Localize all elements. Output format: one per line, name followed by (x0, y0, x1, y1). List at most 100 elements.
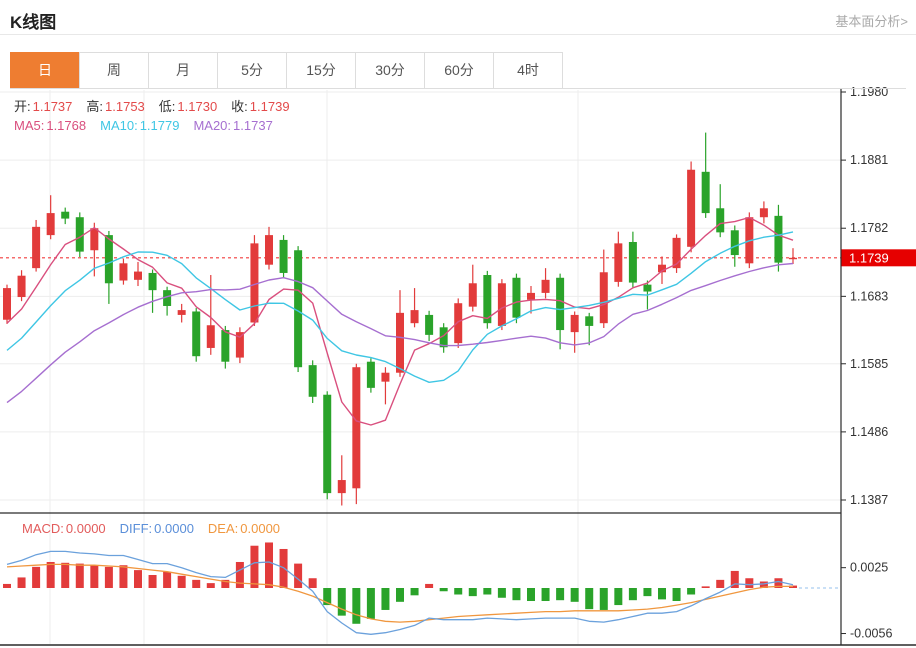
tab-period-0[interactable]: 日 (10, 52, 80, 89)
macd-tick-label: -0.0056 (850, 627, 892, 641)
candle-body (32, 226, 41, 269)
price-tick-label: 1.1585 (850, 357, 888, 371)
candle-body (614, 243, 623, 282)
candle-body (759, 208, 768, 218)
candle-body (148, 272, 157, 291)
candle-body (439, 327, 448, 348)
candle-body (3, 288, 11, 320)
macd-bar (527, 588, 535, 602)
ma10-line (6, 231, 794, 383)
macd-bar (439, 588, 448, 592)
fundamental-analysis-link[interactable]: 基本面分析> (835, 14, 908, 29)
macd-bar (104, 566, 113, 588)
macd-bar (17, 577, 26, 588)
readout-pair: DIFF: 0.0000 (119, 521, 194, 536)
macd-bar (119, 565, 128, 588)
price-tick-label: 1.1782 (850, 221, 888, 235)
candle-body (643, 284, 652, 292)
macd-bar (206, 583, 215, 588)
macd-bar (192, 579, 201, 588)
tab-period-2[interactable]: 月 (148, 52, 218, 89)
candle-body (512, 277, 521, 318)
candle-body (381, 372, 390, 382)
ma5-line (6, 216, 794, 426)
macd-bar (745, 578, 754, 588)
candle-body (265, 235, 273, 265)
macd-bar (483, 588, 492, 595)
tab-period-3[interactable]: 5分 (217, 52, 287, 89)
macd-bar (308, 578, 317, 588)
macd-bar (75, 563, 84, 588)
candle-body (177, 310, 186, 315)
tab-period-4[interactable]: 15分 (286, 52, 356, 89)
price-tick-label: 1.1486 (850, 425, 888, 439)
macd-bar (701, 586, 710, 588)
readout-pair: DEA: 0.0000 (207, 521, 281, 536)
candle-body (235, 332, 244, 358)
tab-period-1[interactable]: 周 (79, 52, 149, 89)
candle-body (250, 243, 259, 323)
readout-pair: MA20: 1.1737 (193, 118, 273, 133)
tab-row-underline (10, 88, 906, 89)
candle-body (206, 325, 215, 348)
macd-bar (323, 588, 332, 606)
price-tick-label: 1.1881 (850, 153, 888, 167)
macd-bar (148, 574, 157, 588)
readout-pair: 低: 1.1730 (158, 99, 218, 114)
candle-body (221, 330, 230, 362)
macd-bar (658, 588, 666, 600)
macd-bar (541, 588, 550, 602)
macd-bar (32, 566, 41, 588)
candle-body (789, 257, 797, 260)
macd-bar (366, 588, 375, 619)
macd-bar (716, 579, 725, 588)
readout-pair: MACD: 0.0000 (22, 521, 106, 536)
readout-pair: MA10: 1.1779 (100, 118, 180, 133)
macd-bar (497, 588, 506, 598)
tab-period-6[interactable]: 60分 (424, 52, 494, 89)
macd-bar (337, 588, 346, 616)
candle-body (163, 290, 172, 306)
candle-body (308, 365, 317, 397)
candle-body (774, 215, 783, 263)
candle-body (425, 314, 434, 335)
macd-bar (628, 588, 637, 601)
macd-bar (410, 588, 419, 596)
macd-bar (672, 588, 681, 602)
macd-bar (512, 588, 521, 601)
candle-body (192, 311, 201, 357)
candle-body (497, 283, 506, 326)
macd-bar (381, 588, 390, 610)
macd-bar (643, 588, 652, 597)
candle-body (366, 361, 375, 388)
candle-body (570, 314, 579, 333)
macd-bar (614, 588, 623, 606)
candle-body (396, 312, 404, 373)
macd-bar (570, 588, 579, 602)
candle-body (119, 263, 128, 281)
tab-period-5[interactable]: 30分 (355, 52, 425, 89)
candle-body (599, 272, 608, 324)
macd-bar (265, 542, 273, 588)
candle-body (628, 241, 637, 283)
candle-body (716, 208, 725, 233)
tab-period-7[interactable]: 4时 (493, 52, 563, 89)
macd-bar (396, 588, 404, 602)
candle-body (75, 217, 84, 252)
macd-bar (352, 588, 361, 624)
candle-body (527, 292, 535, 300)
candle-body (410, 310, 419, 324)
candle-body (61, 211, 70, 219)
macd-bar (454, 588, 463, 595)
candle-body (46, 213, 55, 236)
candle-body (104, 235, 113, 284)
macd-bar (730, 570, 739, 588)
candle-body (468, 283, 477, 307)
current-price-badge-label: 1.1739 (849, 250, 889, 265)
price-tick-label: 1.1387 (850, 493, 888, 507)
macd-bar (774, 578, 783, 588)
candle-body (454, 303, 463, 344)
price-tick-label: 1.1683 (850, 289, 888, 303)
